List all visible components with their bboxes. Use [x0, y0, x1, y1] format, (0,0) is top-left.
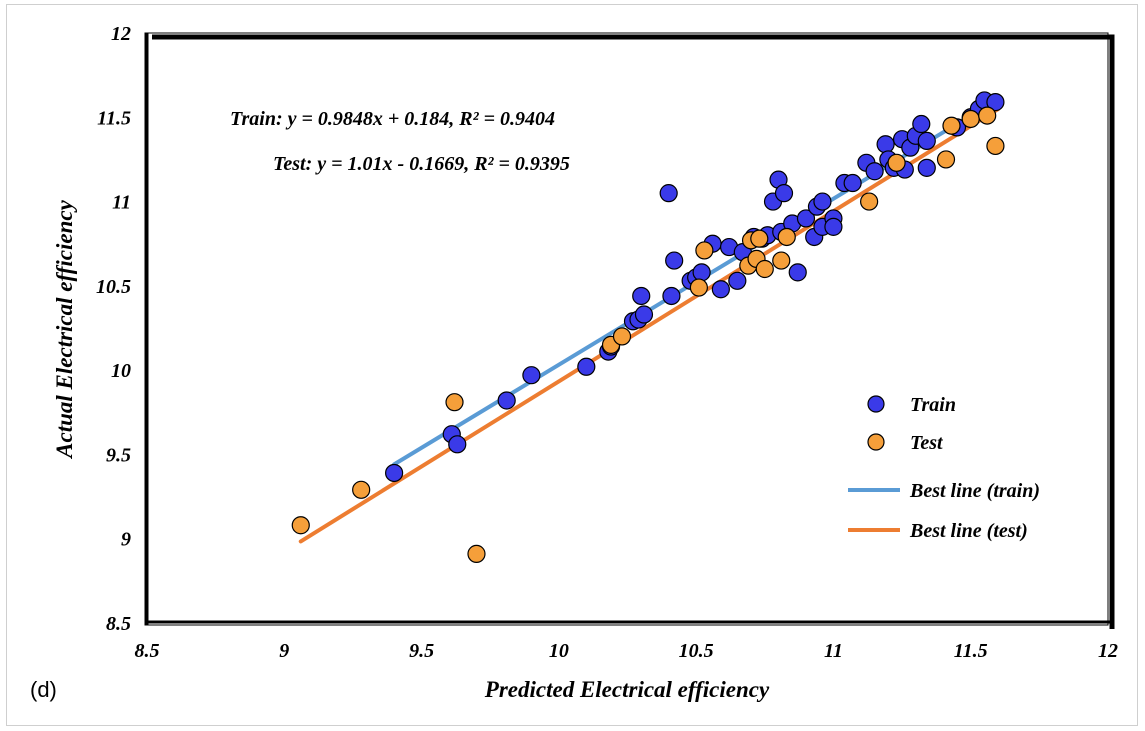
- train-point: [497, 391, 516, 410]
- y-tick-label: 8.5: [106, 613, 131, 635]
- train-point: [876, 135, 895, 154]
- train-point: [522, 366, 541, 385]
- test-point: [986, 136, 1005, 156]
- legend-test-label: Test: [910, 432, 944, 454]
- x-axis-title: Predicted Electrical efficiency: [484, 677, 770, 702]
- legend: Train Test Best line (train) Best line (…: [848, 394, 1040, 542]
- y-tick-label: 11.5: [97, 107, 131, 129]
- y-tick-label: 10: [111, 360, 131, 382]
- train-point: [917, 131, 936, 150]
- train-point: [865, 162, 884, 181]
- legend-train-label: Train: [910, 394, 956, 416]
- train-point: [917, 158, 936, 177]
- train-point: [692, 263, 711, 282]
- data-points: [291, 91, 1005, 563]
- train-point: [824, 217, 843, 236]
- legend-test-marker: [867, 433, 885, 451]
- legend-train-marker: [867, 395, 885, 413]
- train-point: [843, 173, 862, 193]
- test-point: [772, 251, 791, 270]
- x-tick-label: 11.5: [954, 640, 988, 662]
- train-point: [577, 357, 596, 376]
- train-point: [448, 435, 467, 454]
- y-axis-title: Actual Electrical efficiency: [52, 199, 77, 459]
- legend-test-line-label: Best line (test): [909, 520, 1028, 542]
- test-point: [689, 278, 708, 297]
- test-point: [936, 150, 956, 169]
- test-point: [750, 229, 769, 248]
- y-tick-label: 12: [111, 23, 131, 45]
- x-tick-label: 11: [824, 640, 843, 662]
- x-tick-label: 9: [279, 640, 289, 662]
- train-equation: Train: y = 0.9848x + 0.184, R² = 0.9404: [230, 108, 555, 130]
- train-point: [796, 209, 816, 228]
- y-axis-ticks: 8.5 9 9.5 10 10.5 11 11.5 12: [96, 23, 131, 635]
- train-point: [788, 263, 807, 282]
- train-point: [912, 114, 931, 134]
- test-point: [445, 393, 464, 412]
- train-point: [986, 93, 1005, 112]
- train-point: [632, 286, 651, 306]
- train-point: [662, 286, 681, 306]
- y-tick-label: 11: [112, 192, 131, 214]
- train-point: [659, 184, 678, 203]
- test-point: [467, 544, 486, 563]
- train-point: [728, 271, 747, 290]
- legend-train-line-label: Best line (train): [909, 480, 1040, 502]
- y-tick-label: 9.5: [106, 444, 131, 466]
- test-point: [978, 106, 997, 125]
- train-point: [385, 463, 404, 483]
- train-point: [813, 192, 832, 211]
- train-point: [634, 305, 654, 324]
- test-equation: Test: y = 1.01x - 0.1669, R² = 0.9395: [273, 153, 570, 175]
- train-point: [711, 280, 730, 299]
- x-tick-label: 10: [549, 640, 569, 662]
- x-tick-label: 12: [1098, 640, 1118, 662]
- test-point: [777, 227, 796, 247]
- y-tick-label: 9: [121, 529, 131, 551]
- panel-label: (d): [30, 677, 57, 702]
- test-point: [860, 192, 879, 211]
- train-point: [774, 184, 794, 203]
- figure-frame: [6, 4, 1138, 726]
- x-tick-label: 10.5: [679, 640, 714, 662]
- test-point: [612, 327, 632, 346]
- test-point: [942, 116, 961, 135]
- test-point: [695, 241, 714, 260]
- x-tick-label: 9.5: [409, 640, 434, 662]
- test-point: [887, 153, 906, 172]
- train-point: [665, 251, 684, 270]
- test-point: [291, 516, 310, 535]
- best-line-test-line: [298, 107, 1001, 544]
- test-point: [352, 480, 371, 499]
- x-axis-ticks: 8.5 9 9.5 10 10.5 11 11.5 12: [135, 640, 1119, 662]
- x-tick-label: 8.5: [135, 640, 160, 662]
- test-point: [755, 259, 774, 279]
- test-point: [961, 109, 980, 129]
- plot-shadow-border: [152, 34, 1115, 629]
- y-tick-label: 10.5: [96, 276, 131, 298]
